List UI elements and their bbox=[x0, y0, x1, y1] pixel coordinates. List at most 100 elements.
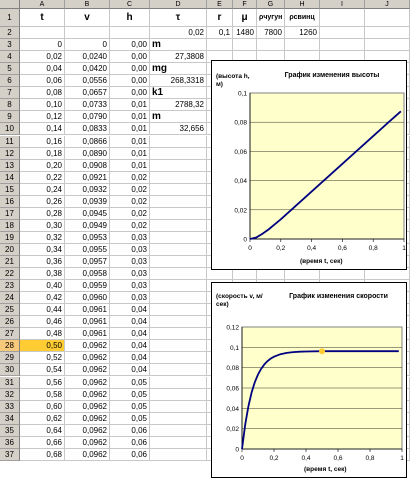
cell-t[interactable]: 0,10 bbox=[20, 99, 65, 112]
cell-v[interactable]: 0,0962 bbox=[65, 364, 110, 377]
cell-h[interactable]: 0,03 bbox=[110, 292, 150, 305]
value-m-bar[interactable]: 27,3808 bbox=[150, 51, 207, 64]
row-header-11[interactable]: 11 bbox=[0, 135, 20, 148]
row-header-28[interactable]: 28 bbox=[0, 340, 20, 353]
cell-d19[interactable] bbox=[150, 231, 207, 244]
row-header-26[interactable]: 26 bbox=[0, 316, 20, 329]
cell-v[interactable]: 0,0959 bbox=[65, 280, 110, 293]
row-header-22[interactable]: 22 bbox=[0, 268, 20, 281]
cell-d11[interactable] bbox=[150, 135, 207, 148]
cell-v[interactable]: 0,0556 bbox=[65, 75, 110, 88]
cell-h[interactable]: 0,01 bbox=[110, 159, 150, 172]
cell-h[interactable]: 0,03 bbox=[110, 268, 150, 281]
cell-v[interactable]: 0,0240 bbox=[65, 51, 110, 64]
cell-h[interactable]: 0,02 bbox=[110, 171, 150, 184]
value-m[interactable]: 32,656 bbox=[150, 123, 207, 136]
cell-i3[interactable] bbox=[320, 39, 365, 52]
cell-d17[interactable] bbox=[150, 207, 207, 220]
cell-d35[interactable] bbox=[150, 424, 207, 437]
cell-v[interactable]: 0,0921 bbox=[65, 171, 110, 184]
row-header-35[interactable]: 35 bbox=[0, 424, 20, 437]
row-header-7[interactable]: 7 bbox=[0, 87, 20, 100]
row-header-19[interactable]: 19 bbox=[0, 231, 20, 244]
cell-d26[interactable] bbox=[150, 316, 207, 329]
cell-t[interactable]: 0,28 bbox=[20, 207, 65, 220]
param-r[interactable]: 0,1 bbox=[207, 27, 233, 40]
header-h[interactable]: h bbox=[110, 9, 150, 28]
cell-t[interactable]: 0,50 bbox=[20, 340, 65, 353]
row-header-27[interactable]: 27 bbox=[0, 328, 20, 341]
cell-t[interactable]: 0,52 bbox=[20, 352, 65, 365]
label-m-bar[interactable]: m bbox=[150, 39, 207, 52]
header-t[interactable]: t bbox=[20, 9, 65, 28]
value-mg-bar[interactable]: 268,3318 bbox=[150, 75, 207, 88]
cell-v[interactable]: 0,0957 bbox=[65, 256, 110, 269]
column-header-i[interactable]: I bbox=[320, 0, 365, 9]
row-header-3[interactable]: 3 bbox=[0, 39, 20, 52]
cell-v[interactable]: 0,0962 bbox=[65, 340, 110, 353]
cell-d21[interactable] bbox=[150, 256, 207, 269]
row-header-8[interactable]: 8 bbox=[0, 99, 20, 112]
cell-t[interactable]: 0,42 bbox=[20, 292, 65, 305]
cell-d13[interactable] bbox=[150, 159, 207, 172]
cell-t[interactable]: 0,48 bbox=[20, 328, 65, 341]
cell-h[interactable]: 0,03 bbox=[110, 256, 150, 269]
row-header-16[interactable]: 16 bbox=[0, 195, 20, 208]
cell-t[interactable]: 0,16 bbox=[20, 135, 65, 148]
cell-t[interactable]: 0,18 bbox=[20, 147, 65, 160]
cell-v[interactable]: 0,0955 bbox=[65, 243, 110, 256]
cell-v[interactable]: 0,0962 bbox=[65, 388, 110, 401]
cell-t[interactable]: 0,36 bbox=[20, 256, 65, 269]
row-header-36[interactable]: 36 bbox=[0, 436, 20, 449]
cell-v[interactable]: 0,0939 bbox=[65, 195, 110, 208]
cell-e22[interactable] bbox=[207, 268, 233, 281]
cell-d31[interactable] bbox=[150, 376, 207, 389]
row-header-29[interactable]: 29 bbox=[0, 352, 20, 365]
cell-i2[interactable] bbox=[320, 27, 365, 40]
row-header-6[interactable]: 6 bbox=[0, 75, 20, 88]
cell-h[interactable]: 0,03 bbox=[110, 280, 150, 293]
cell-j2[interactable] bbox=[365, 27, 410, 40]
cell-j3[interactable] bbox=[365, 39, 410, 52]
cell-d37[interactable] bbox=[150, 448, 207, 461]
row-header-21[interactable]: 21 bbox=[0, 256, 20, 269]
cell-h[interactable]: 0,01 bbox=[110, 123, 150, 136]
cell-d33[interactable] bbox=[150, 400, 207, 413]
cell-h[interactable]: 0,06 bbox=[110, 436, 150, 449]
cell-f22[interactable] bbox=[233, 268, 257, 281]
cell-t[interactable]: 0,08 bbox=[20, 87, 65, 100]
cell-d20[interactable] bbox=[150, 243, 207, 256]
row-header-10[interactable]: 10 bbox=[0, 123, 20, 136]
cell-h[interactable]: 0,05 bbox=[110, 412, 150, 425]
cell-h[interactable]: 0,00 bbox=[110, 75, 150, 88]
param-rho-lead[interactable]: 1260 bbox=[285, 27, 320, 40]
cell-v[interactable]: 0,0833 bbox=[65, 123, 110, 136]
row-header-37[interactable]: 37 bbox=[0, 448, 20, 461]
cell-g3[interactable] bbox=[257, 39, 285, 52]
cell-v-0[interactable]: 0 bbox=[65, 39, 110, 52]
column-header-a[interactable]: A bbox=[20, 0, 65, 9]
cell-t[interactable]: 0,04 bbox=[20, 63, 65, 76]
cell-v[interactable]: 0,0953 bbox=[65, 231, 110, 244]
row-header-24[interactable]: 24 bbox=[0, 292, 20, 305]
cell-t[interactable]: 0,58 bbox=[20, 388, 65, 401]
cell-v[interactable]: 0,0962 bbox=[65, 412, 110, 425]
row-header-2[interactable]: 2 bbox=[0, 27, 20, 40]
cell-h[interactable]: 0,04 bbox=[110, 316, 150, 329]
cell-t[interactable]: 0,38 bbox=[20, 268, 65, 281]
cell-h[interactable]: 0,05 bbox=[110, 376, 150, 389]
value-k1[interactable]: 2788,32 bbox=[150, 99, 207, 112]
label-m[interactable]: m bbox=[150, 111, 207, 124]
header-tau[interactable]: τ bbox=[150, 9, 207, 28]
cell-b2[interactable] bbox=[65, 27, 110, 40]
cell-v[interactable]: 0,0962 bbox=[65, 448, 110, 461]
cell-d34[interactable] bbox=[150, 412, 207, 425]
row-header-30[interactable]: 30 bbox=[0, 364, 20, 377]
cell-v[interactable]: 0,0962 bbox=[65, 400, 110, 413]
row-header-33[interactable]: 33 bbox=[0, 400, 20, 413]
cell-t[interactable]: 0,54 bbox=[20, 364, 65, 377]
header-rho-iron[interactable]: ρчугун bbox=[257, 9, 285, 28]
cell-t[interactable]: 0,14 bbox=[20, 123, 65, 136]
cell-v[interactable]: 0,0962 bbox=[65, 436, 110, 449]
label-mg-bar[interactable]: mg bbox=[150, 63, 207, 76]
